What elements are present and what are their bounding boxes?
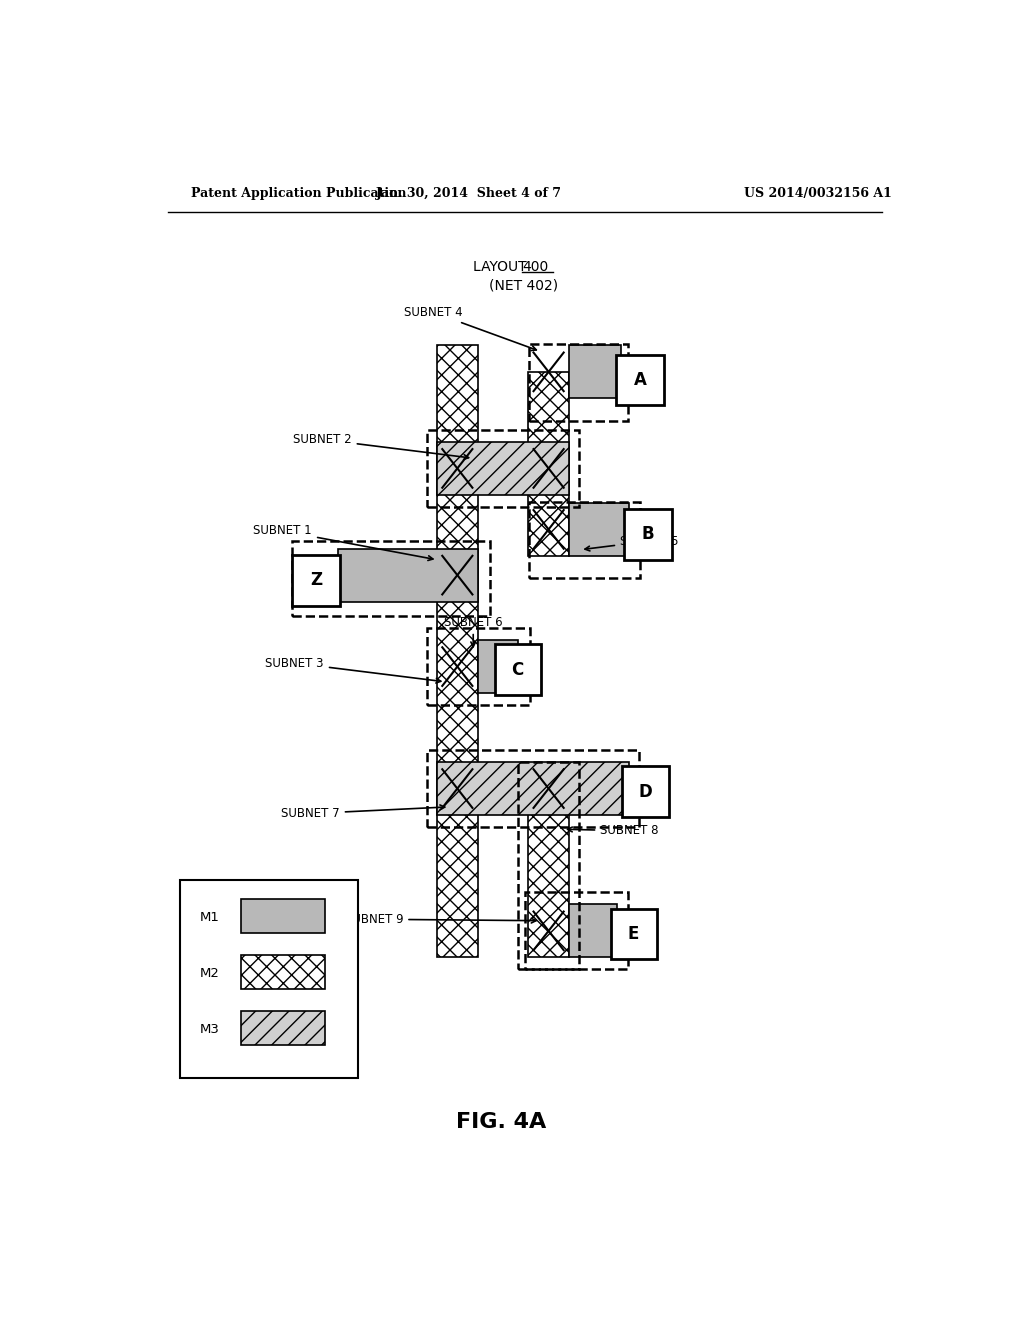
Bar bbox=[616, 355, 664, 405]
Bar bbox=[518, 762, 579, 969]
Text: US 2014/0032156 A1: US 2014/0032156 A1 bbox=[744, 187, 892, 201]
Text: Jan. 30, 2014  Sheet 4 of 7: Jan. 30, 2014 Sheet 4 of 7 bbox=[376, 187, 562, 201]
Bar bbox=[338, 549, 478, 602]
Bar bbox=[528, 372, 569, 556]
Text: SUBNET 7: SUBNET 7 bbox=[282, 805, 444, 820]
Text: SUBNET 2: SUBNET 2 bbox=[293, 433, 469, 459]
Bar bbox=[478, 640, 518, 693]
Text: D: D bbox=[639, 783, 652, 801]
Bar bbox=[427, 430, 579, 507]
Text: FIG. 4A: FIG. 4A bbox=[456, 1111, 546, 1133]
Bar bbox=[292, 554, 340, 606]
Bar bbox=[524, 892, 628, 969]
Bar bbox=[569, 904, 616, 957]
Text: C: C bbox=[512, 660, 524, 678]
Bar bbox=[242, 899, 325, 933]
Bar bbox=[436, 762, 629, 814]
Text: Z: Z bbox=[310, 572, 323, 589]
Text: Patent Application Publication: Patent Application Publication bbox=[191, 187, 407, 201]
Text: B: B bbox=[641, 525, 654, 544]
Text: 400: 400 bbox=[522, 260, 549, 275]
Bar bbox=[622, 766, 670, 817]
Text: SUBNET 9: SUBNET 9 bbox=[345, 912, 536, 925]
Text: SUBNET 6: SUBNET 6 bbox=[443, 616, 503, 647]
Text: SUBNET 8: SUBNET 8 bbox=[567, 824, 658, 837]
Text: M2: M2 bbox=[200, 968, 219, 979]
Bar bbox=[436, 346, 478, 957]
Bar bbox=[569, 503, 629, 556]
Text: SUBNET 1: SUBNET 1 bbox=[253, 524, 433, 561]
Text: (NET 402): (NET 402) bbox=[489, 279, 558, 293]
Text: SUBNET 4: SUBNET 4 bbox=[404, 306, 537, 351]
Bar bbox=[436, 442, 569, 495]
Bar bbox=[427, 750, 639, 828]
Bar bbox=[528, 345, 628, 421]
Text: M3: M3 bbox=[200, 1023, 219, 1036]
Text: LAYOUT: LAYOUT bbox=[473, 260, 531, 275]
Text: SUBNET 5: SUBNET 5 bbox=[585, 535, 679, 550]
Bar bbox=[242, 1011, 325, 1044]
Bar bbox=[292, 541, 489, 616]
Bar bbox=[528, 502, 640, 578]
Bar bbox=[569, 346, 621, 399]
Bar bbox=[624, 510, 672, 560]
Bar bbox=[495, 644, 541, 696]
Text: A: A bbox=[634, 371, 646, 389]
Text: E: E bbox=[628, 925, 639, 942]
Bar bbox=[242, 956, 325, 989]
Bar bbox=[528, 788, 569, 957]
Bar bbox=[179, 880, 358, 1078]
Bar bbox=[427, 628, 530, 705]
Bar bbox=[610, 908, 656, 960]
Text: SUBNET 3: SUBNET 3 bbox=[265, 656, 441, 682]
Text: M1: M1 bbox=[200, 911, 219, 924]
